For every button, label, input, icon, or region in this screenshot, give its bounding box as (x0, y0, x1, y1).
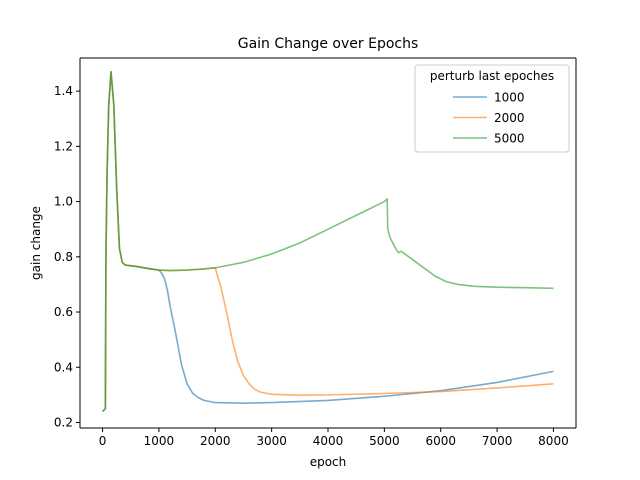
x-tick-label: 0 (99, 434, 107, 448)
x-tick-label: 5000 (369, 434, 400, 448)
legend-label-5000: 5000 (494, 132, 525, 146)
y-axis-ticks: 0.2 0.4 0.6 0.8 1.0 1.2 1.4 (54, 84, 80, 429)
x-tick-label: 8000 (538, 434, 569, 448)
x-tick-label: 2000 (200, 434, 231, 448)
x-tick-label: 4000 (313, 434, 344, 448)
series-line-5000 (101, 71, 554, 413)
y-axis-label: gain change (29, 206, 43, 280)
axes-frame (79, 57, 577, 429)
legend-box (414, 64, 570, 153)
y-tick-label: 1.2 (54, 139, 73, 153)
legend: perturb last epoches 1000 2000 5000 (414, 64, 570, 153)
x-tick-label: 7000 (482, 434, 513, 448)
x-tick-label: 1000 (144, 434, 175, 448)
y-tick-label: 1.4 (54, 84, 73, 98)
legend-title: perturb last epoches (430, 69, 554, 83)
chart-title: Gain Change over Epochs (238, 36, 419, 52)
legend-label-2000: 2000 (494, 111, 525, 125)
series-layer (101, 71, 554, 413)
y-tick-label: 0.8 (54, 250, 73, 264)
y-tick-label: 1.0 (54, 195, 73, 209)
x-tick-label: 3000 (256, 434, 287, 448)
x-axis-ticks: 0 1000 2000 3000 4000 5000 6000 7000 8000 (99, 428, 569, 448)
x-tick-label: 6000 (425, 434, 456, 448)
x-axis-label: epoch (310, 455, 347, 469)
y-tick-label: 0.6 (54, 305, 73, 319)
y-tick-label: 0.2 (54, 415, 73, 429)
legend-label-1000: 1000 (494, 91, 525, 105)
legend-items: 1000 2000 5000 (453, 91, 525, 146)
y-tick-label: 0.4 (54, 360, 73, 374)
